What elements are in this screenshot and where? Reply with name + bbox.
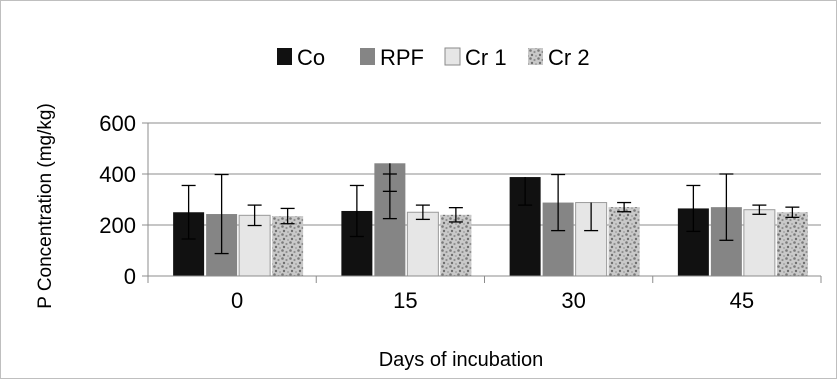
bar-Cr2-45 [776,212,808,276]
legend-label-RPF: RPF [380,45,424,70]
x-tick-label-45: 45 [730,288,754,313]
y-tick-label-600: 600 [99,111,136,136]
x-tick-label-0: 0 [231,288,243,313]
y-axis-label: P Concentration (mg/kg) [35,103,56,309]
legend-label-Cr1: Cr 1 [465,45,507,70]
y-tick-label-400: 400 [99,162,136,187]
error-bars-layer [181,163,800,255]
legend-label-Cr2: Cr 2 [548,45,590,70]
x-axis-label: Days of incubation [379,349,544,371]
x-tick-labels: 0 15 30 45 [231,288,754,313]
legend-swatch-RPF [360,48,375,65]
bar-Cr1-45 [743,209,776,277]
bar-Cr2-0 [272,216,304,276]
bar-Cr1-15 [406,211,439,277]
bar-Cr2-30 [608,207,640,276]
legend-swatch-Cr1 [444,47,461,66]
axes [142,122,822,283]
bar-Cr2-15 [440,214,472,276]
y-tick-labels: 0 200 400 600 [99,111,136,289]
legend-swatch-Co [277,48,292,65]
legend: Co RPF Cr 1 Cr 2 [277,45,590,70]
legend-swatch-Cr2 [528,48,543,65]
legend-label-Co: Co [297,45,325,70]
x-tick-label-30: 30 [561,288,585,313]
x-tick-label-15: 15 [393,288,417,313]
y-tick-label-200: 200 [99,213,136,238]
bars-layer [173,163,808,277]
y-tick-label-0: 0 [124,264,136,289]
